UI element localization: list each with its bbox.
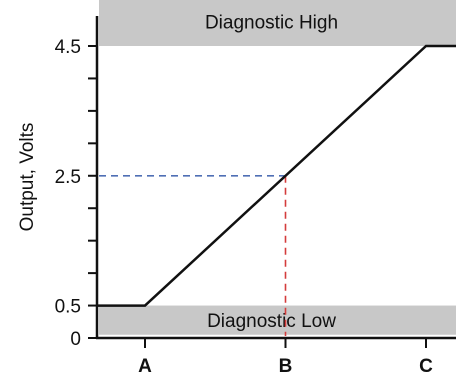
y-tick-label: 0 [70,329,81,350]
band-label-diagnostic-high: Diagnostic High [205,13,338,34]
x-ticks: A B C [138,338,433,376]
y-ticks: 0 0.5 2.5 4.5 [55,37,97,350]
x-tick-label: C [419,356,433,376]
x-tick-label: A [138,356,152,376]
y-tick-label: 0.5 [55,297,81,318]
band-diagnostic-low [99,305,456,335]
y-tick-label: 4.5 [55,37,81,58]
y-tick-label: 2.5 [55,167,81,188]
series-line-output [98,44,456,307]
band-label-diagnostic-low: Diagnostic Low [207,311,336,332]
x-tick-label: B [279,356,293,376]
band-diagnostic-high [99,0,456,47]
y-axis-title: Output, Volts [17,123,38,232]
